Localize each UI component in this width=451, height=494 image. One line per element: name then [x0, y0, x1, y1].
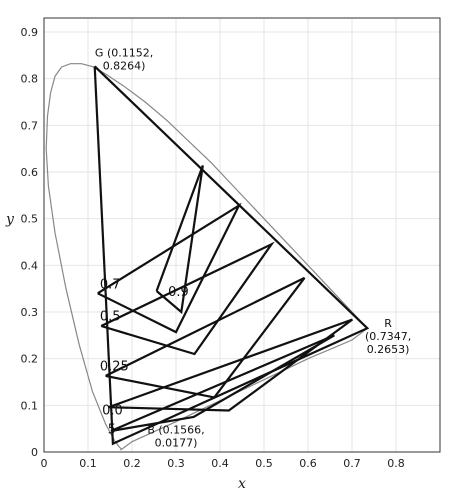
- x-tick-label: 0.8: [387, 457, 405, 470]
- y-tick-label: 0.1: [21, 399, 39, 412]
- vertex-label-line: 0.0177): [155, 436, 198, 449]
- y-tick-label: 0.9: [21, 26, 39, 39]
- grid: [44, 18, 440, 452]
- y-tick-label: 0.8: [21, 73, 39, 86]
- gamut-level-0.5: [100, 241, 275, 356]
- x-axis-label: x: [238, 476, 246, 492]
- vertex-label-r: R (0.7347, 0.2653): [365, 317, 411, 356]
- vertex-label-b: B (0.1566, 0.0177): [147, 423, 204, 449]
- gamut-series: [93, 65, 370, 446]
- vertex-label-line: R: [384, 317, 392, 330]
- y-tick-label: 0.7: [21, 119, 39, 132]
- y-tick-labels: 0 0.1 0.2 0.3 0.4 0.5 0.6 0.7 0.8 0.9: [21, 26, 39, 459]
- level-label: 0.25: [100, 359, 129, 374]
- y-axis-label: y: [5, 212, 15, 228]
- x-tick-label: 0.5: [255, 457, 273, 470]
- y-tick-label: 0: [31, 446, 38, 459]
- y-tick-label: 0.6: [21, 166, 39, 179]
- y-tick-label: 0.4: [21, 259, 39, 272]
- level-label: 5: [108, 422, 116, 437]
- x-tick-label: 0.2: [123, 457, 141, 470]
- gamut-level-0.0: [108, 318, 354, 412]
- gamut-level-0.25: [105, 276, 306, 399]
- vertex-label-g: G (0.1152, 0.8264): [95, 46, 153, 72]
- y-tick-label: 0.3: [21, 306, 39, 319]
- vertex-label-line: 0.8264): [103, 59, 146, 72]
- x-tick-label: 0.3: [167, 457, 185, 470]
- x-tick-label: 0.1: [79, 457, 97, 470]
- level-labels: 0.9 0.7 0.5 0.25 0.0 5: [100, 278, 189, 438]
- vertex-label-line: 0.2653): [367, 343, 410, 356]
- x-tick-label: 0.6: [299, 457, 317, 470]
- level-label: 0.0: [102, 404, 123, 419]
- y-tick-label: 0.5: [21, 213, 39, 226]
- vertex-label-line: G (0.1152,: [95, 46, 153, 59]
- vertex-label-line: B (0.1566,: [147, 423, 204, 436]
- spectral-locus: [45, 63, 369, 451]
- vertex-labels: G (0.1152, 0.8264) R (0.7347, 0.2653) B (0.15…: [95, 46, 411, 449]
- x-tick-label: 0.7: [343, 457, 361, 470]
- x-tick-label: 0.4: [211, 457, 229, 470]
- level-label: 0.9: [168, 285, 189, 300]
- level-label: 0.5: [100, 309, 121, 324]
- x-tick-labels: 0 0.1 0.2 0.3 0.4 0.5 0.6 0.7 0.8: [41, 457, 405, 470]
- y-tick-label: 0.2: [21, 353, 39, 366]
- gamut-level-5: [110, 334, 335, 433]
- x-tick-label: 0: [41, 457, 48, 470]
- gamut-level-0.7: [97, 202, 242, 334]
- plot-frame: [43, 17, 441, 453]
- level-label: 0.7: [100, 278, 121, 293]
- gamut-level-0.9: [155, 165, 204, 315]
- gamut-outer-triangle: [93, 65, 370, 446]
- vertex-label-line: (0.7347,: [365, 330, 411, 343]
